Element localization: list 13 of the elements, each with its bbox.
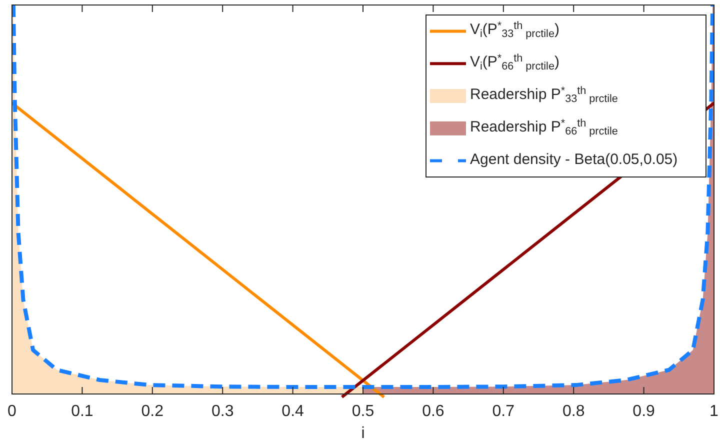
x-tick-label: 0.9 (632, 403, 656, 420)
x-tick-label: 0.8 (562, 403, 585, 420)
x-tick-label: 0 (8, 403, 17, 420)
x-tick-label: 0.1 (71, 403, 94, 420)
x-tick-label: 0.3 (211, 403, 234, 420)
x-tick-label: 0.2 (141, 403, 164, 420)
x-tick-label: 0.5 (352, 403, 374, 420)
x-axis-title: i (361, 425, 365, 440)
x-tick-label: 0.4 (282, 403, 304, 420)
x-tick-label: 0.6 (422, 403, 444, 420)
x-tick-label: 1 (710, 403, 719, 420)
legend-label: Agent density - Beta(0.05,0.05) (470, 150, 678, 168)
x-tick-label: 0.7 (492, 403, 515, 420)
